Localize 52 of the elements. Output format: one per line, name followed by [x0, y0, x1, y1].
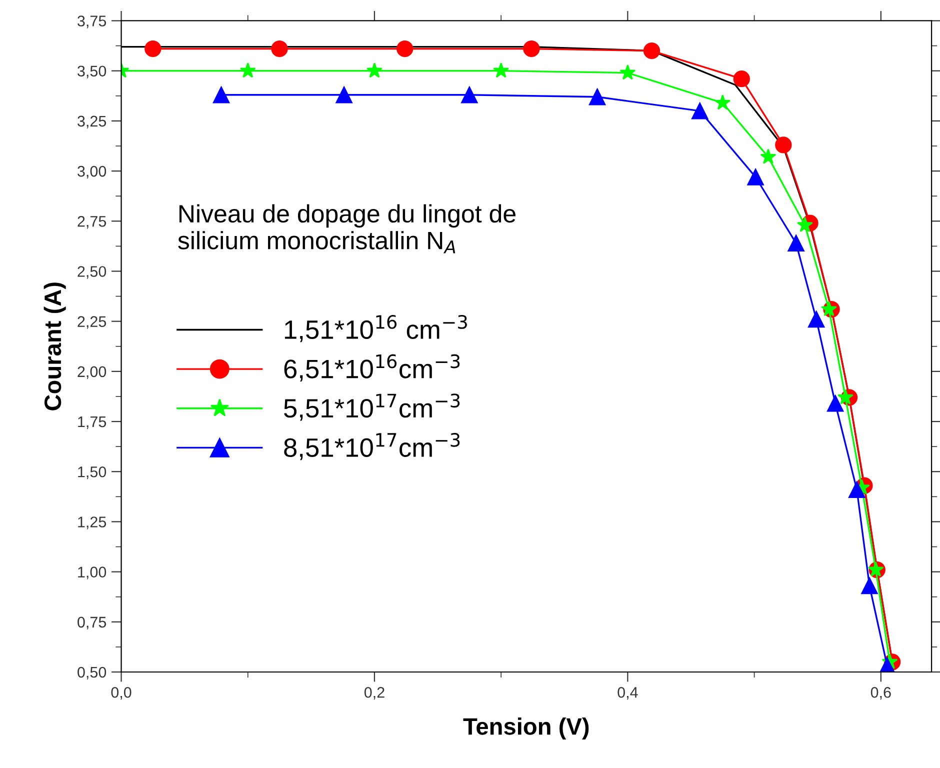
y-tick-label: 2,00 — [78, 366, 106, 379]
y-tick-label: 0,75 — [78, 616, 106, 630]
y-tick-label: 1,00 — [78, 566, 106, 580]
point — [848, 481, 866, 498]
y-tick-label: 2,50 — [78, 266, 106, 279]
x-axis-title: Tension (V) — [463, 717, 589, 740]
point — [643, 42, 660, 60]
point — [493, 62, 510, 78]
point — [861, 578, 878, 594]
y-tick-label: 1,50 — [78, 466, 106, 480]
point — [837, 389, 854, 404]
point — [336, 86, 352, 104]
point — [396, 40, 414, 58]
legend-label: 5,51*10$^{17}$cm$^{−3}$ — [284, 394, 460, 421]
y-axis-title: Courant (A) — [44, 282, 66, 410]
point — [714, 94, 731, 110]
y-tick-label: 1,25 — [78, 516, 106, 530]
y-tick-label: 1,75 — [78, 416, 106, 430]
x-tick-label: 0,6 — [870, 686, 891, 700]
y-tick-label: 3,00 — [78, 166, 106, 179]
legend-label: 1,51*10$^{16}$ cm$^{−3}$ — [284, 314, 467, 342]
y-tick-label: 3,75 — [78, 16, 106, 28]
point — [144, 40, 162, 58]
point — [620, 64, 636, 80]
x-tick-label: 0,2 — [364, 686, 384, 700]
point — [271, 40, 288, 58]
point — [775, 136, 792, 154]
point — [366, 62, 382, 78]
point — [760, 148, 776, 164]
point — [826, 395, 844, 412]
point — [523, 40, 540, 58]
legend-title: Niveau de dopage du lingot de silicium monocristallin N$_{A}$ — [178, 204, 516, 254]
point — [788, 234, 804, 252]
legend-label: 8,51*10$^{17}$cm$^{−3}$ — [284, 432, 460, 460]
point — [588, 88, 606, 106]
point — [821, 300, 837, 316]
x-tick-label: 0,4 — [618, 686, 638, 700]
y-tick-label: 2,25 — [78, 316, 106, 329]
legend-label: 6,51*10$^{16}$cm$^{−3}$ — [284, 354, 460, 382]
point — [461, 86, 478, 104]
x-tick-label: 0,0 — [111, 686, 132, 700]
point — [808, 310, 825, 328]
y-tick-label: 0,50 — [78, 666, 106, 680]
point — [796, 216, 813, 232]
y-tick-label: 2,75 — [78, 216, 106, 229]
point — [733, 70, 750, 88]
point — [240, 62, 256, 78]
y-tick-label: 3,25 — [78, 116, 106, 128]
point — [747, 168, 764, 186]
y-tick-label: 3,50 — [78, 66, 106, 78]
point — [692, 102, 708, 120]
point — [212, 86, 230, 104]
